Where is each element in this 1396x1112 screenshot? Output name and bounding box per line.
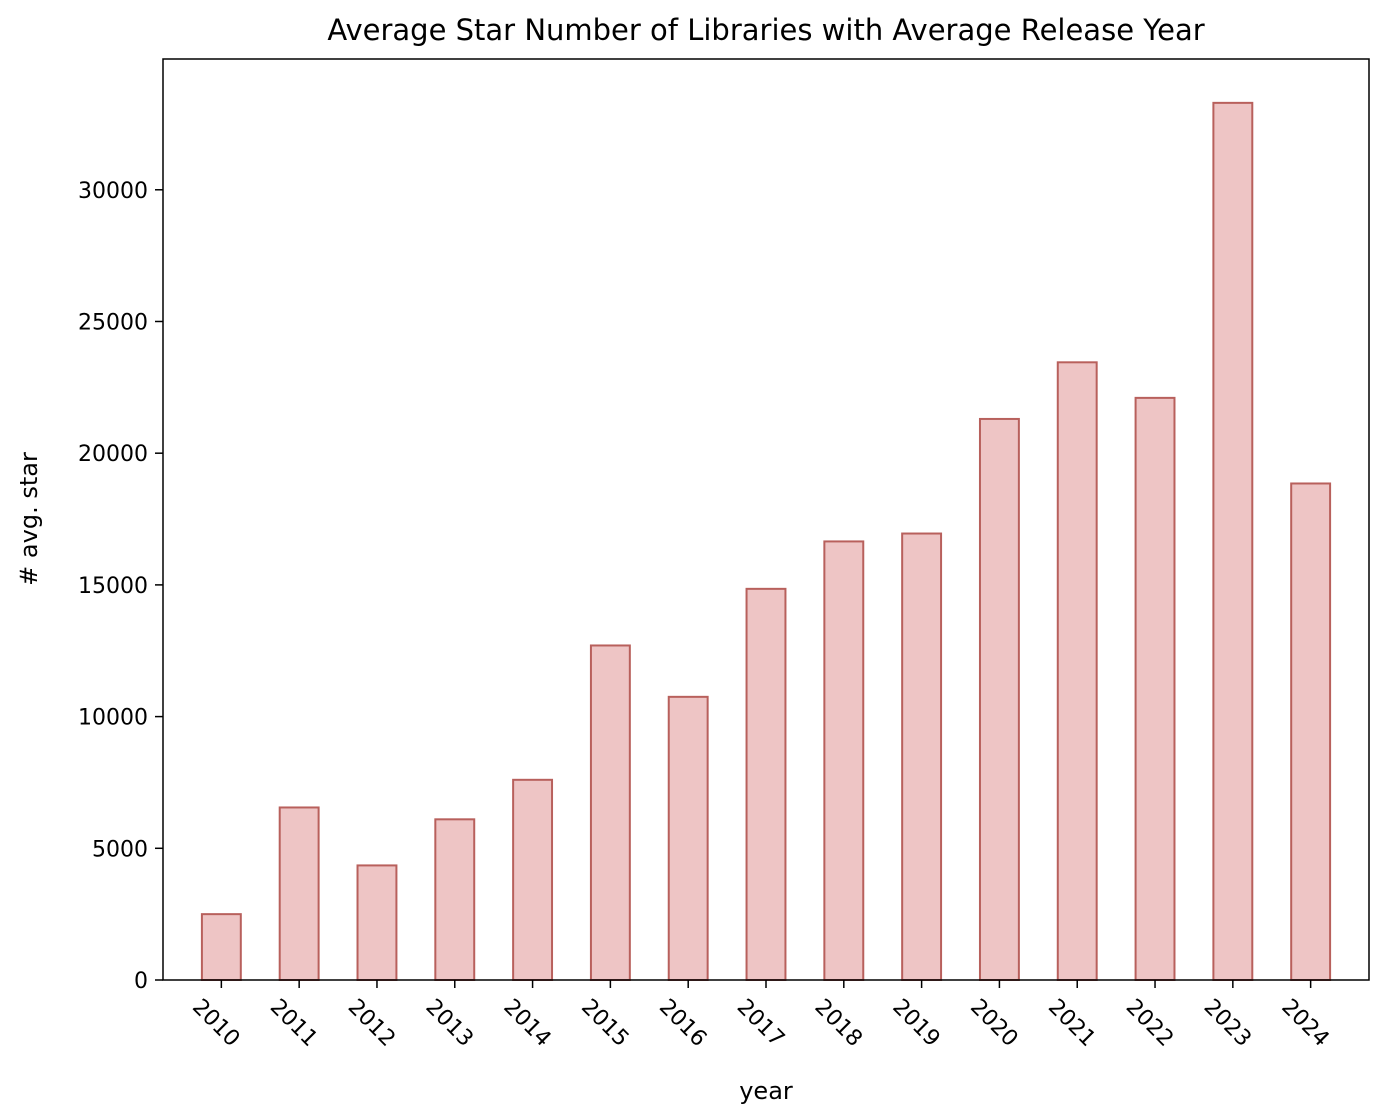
x-tick-label: 2012 bbox=[343, 995, 400, 1052]
bar-2023 bbox=[1212, 101, 1254, 982]
y-axis-title: # avg. star bbox=[15, 452, 43, 586]
y-tick-label: 15000 bbox=[78, 574, 148, 599]
bar-2011 bbox=[278, 806, 320, 981]
x-tick-label: 2010 bbox=[187, 995, 244, 1052]
bar-2021 bbox=[1056, 361, 1098, 981]
bar-2013 bbox=[434, 818, 476, 982]
y-tick-label: 0 bbox=[134, 969, 148, 994]
y-tick-label: 20000 bbox=[78, 442, 148, 467]
x-axis-title: year bbox=[739, 1077, 793, 1105]
y-tick-label: 30000 bbox=[78, 179, 148, 204]
bar-2017 bbox=[745, 587, 787, 981]
bar-2018 bbox=[823, 540, 865, 982]
plot-frame bbox=[162, 58, 1370, 981]
x-tick-label: 2023 bbox=[1199, 995, 1256, 1052]
x-tick-label: 2013 bbox=[421, 995, 478, 1052]
bar-2020 bbox=[978, 417, 1020, 982]
y-tick-label: 25000 bbox=[78, 310, 148, 335]
chart-title: Average Star Number of Libraries with Av… bbox=[327, 13, 1204, 47]
bars-group bbox=[200, 101, 1332, 982]
x-tick-label: 2016 bbox=[654, 995, 711, 1052]
x-tick-label: 2015 bbox=[576, 995, 633, 1052]
x-tick-label: 2020 bbox=[965, 995, 1022, 1052]
x-tick-label: 2018 bbox=[810, 995, 867, 1052]
bar-2022 bbox=[1134, 396, 1176, 982]
x-tick-label: 2019 bbox=[887, 995, 944, 1052]
bar-2010 bbox=[200, 913, 242, 981]
bar-2012 bbox=[356, 864, 398, 981]
x-tick-label: 2021 bbox=[1043, 995, 1100, 1052]
bar-2019 bbox=[901, 532, 943, 981]
y-tick-label: 10000 bbox=[78, 706, 148, 731]
x-axis: 2010 2011 2012 2013 2014 2015 2016 2017 2018 2019… bbox=[187, 980, 1334, 1052]
x-tick-label: 2022 bbox=[1121, 995, 1178, 1052]
x-tick-label: 2024 bbox=[1276, 995, 1333, 1052]
bar-2016 bbox=[667, 695, 709, 981]
bar-2014 bbox=[512, 778, 554, 981]
bar-2024 bbox=[1290, 482, 1332, 981]
y-tick-label: 5000 bbox=[92, 837, 148, 862]
bar-2015 bbox=[589, 644, 631, 981]
x-tick-label: 2014 bbox=[498, 995, 555, 1052]
y-axis: 0 5000 10000 15000 20000 25000 30000 bbox=[78, 179, 163, 994]
x-tick-label: 2017 bbox=[732, 995, 789, 1052]
x-tick-label: 2011 bbox=[265, 995, 322, 1052]
